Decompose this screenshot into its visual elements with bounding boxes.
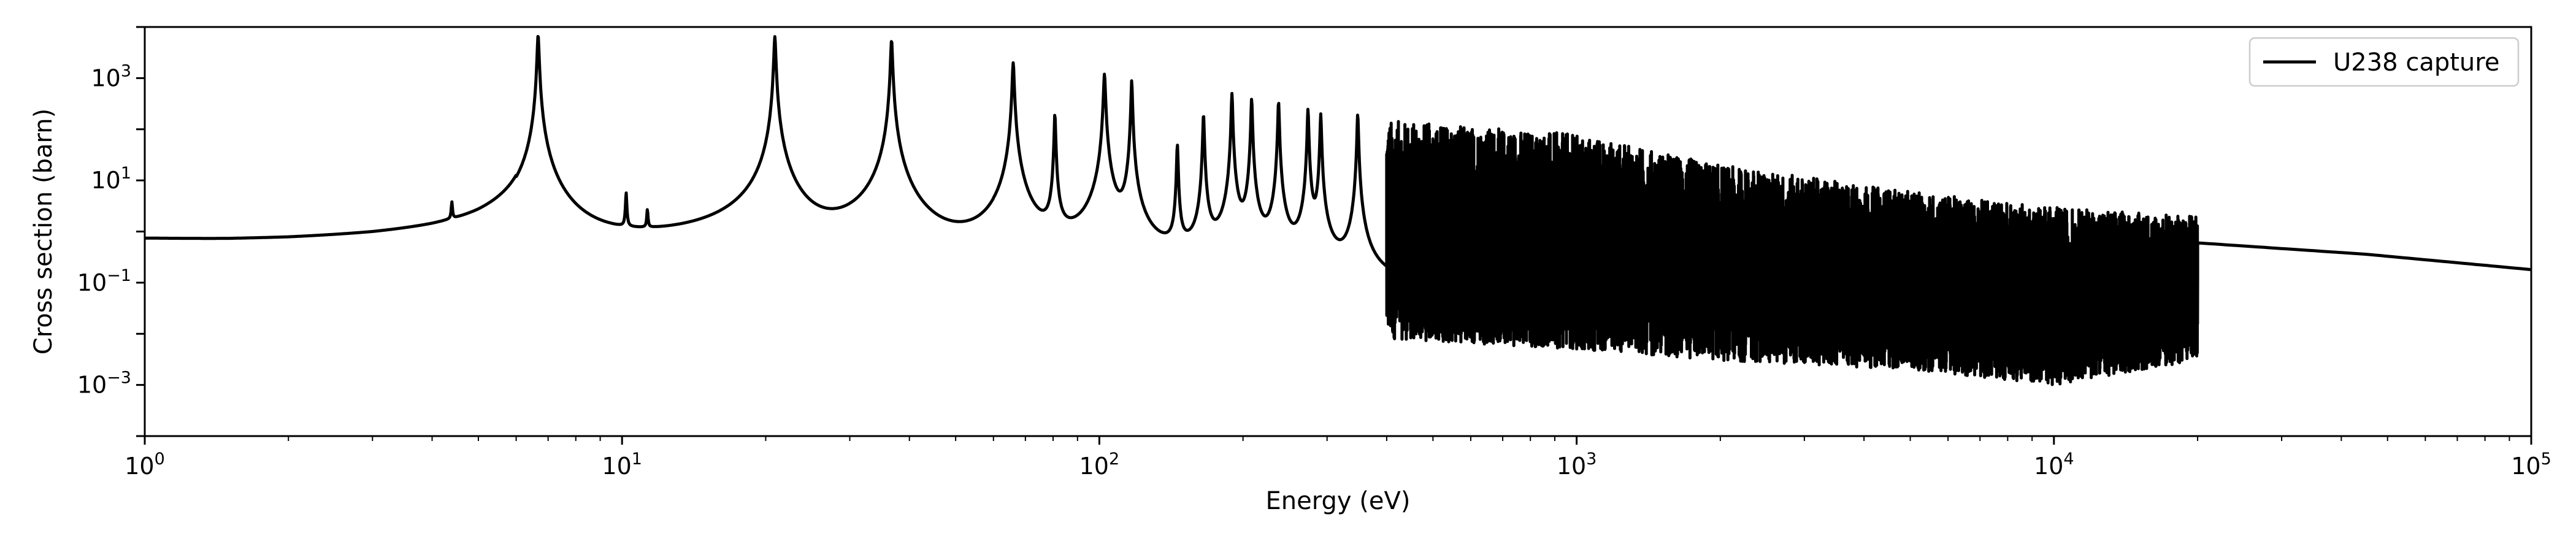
x-tick-label: 100 bbox=[125, 450, 165, 480]
x-tick-label: 105 bbox=[2511, 450, 2551, 480]
tick-layer: 100 101 102 103 104 105 103 101 10−1 10−3 bbox=[77, 26, 2551, 480]
x-tick-label: 103 bbox=[1557, 450, 1597, 480]
series-line-u238-capture bbox=[145, 35, 2531, 386]
legend: U238 capture bbox=[2248, 37, 2520, 87]
legend-label: U238 capture bbox=[2333, 48, 2499, 77]
y-tick-label: 10−1 bbox=[77, 266, 131, 296]
curve-layer bbox=[145, 35, 2531, 386]
legend-box bbox=[2248, 37, 2520, 87]
y-tick-label: 101 bbox=[91, 164, 131, 194]
x-tick-label: 102 bbox=[1079, 450, 1120, 480]
x-tick-label: 104 bbox=[2034, 450, 2074, 480]
y-axis-label: Cross section (barn) bbox=[29, 109, 58, 355]
y-tick-label: 103 bbox=[91, 61, 131, 91]
x-axis-label: Energy (eV) bbox=[1266, 487, 1411, 515]
x-tick-label: 101 bbox=[602, 450, 642, 480]
y-tick-label: 10−3 bbox=[77, 369, 131, 399]
